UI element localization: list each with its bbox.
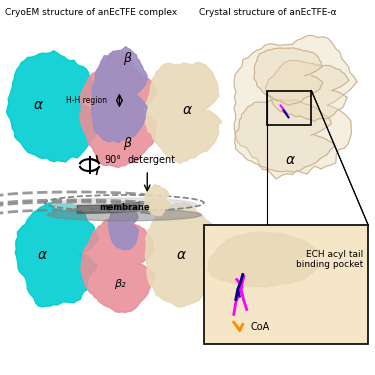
Polygon shape: [266, 60, 349, 121]
Text: H-H region: H-H region: [66, 96, 108, 105]
Text: CryoEM structure of anEcTFE complex: CryoEM structure of anEcTFE complex: [5, 8, 177, 17]
Polygon shape: [145, 202, 218, 307]
Text: α: α: [177, 248, 186, 262]
Ellipse shape: [52, 198, 196, 212]
Text: α: α: [183, 104, 192, 117]
Text: membrane: membrane: [99, 203, 150, 212]
Text: CoA: CoA: [251, 322, 270, 332]
Text: Crystal structure of anEcTFE-α: Crystal structure of anEcTFE-α: [199, 8, 337, 17]
Polygon shape: [145, 184, 170, 216]
Polygon shape: [92, 47, 147, 142]
Text: ECH acyl tail
binding pocket: ECH acyl tail binding pocket: [296, 250, 363, 269]
Text: β: β: [123, 52, 131, 65]
Polygon shape: [80, 51, 157, 167]
Polygon shape: [235, 99, 335, 172]
Polygon shape: [109, 200, 138, 250]
Polygon shape: [254, 48, 322, 105]
Text: β: β: [123, 137, 131, 150]
Polygon shape: [7, 51, 101, 162]
Text: β₂: β₂: [114, 279, 125, 290]
Polygon shape: [15, 203, 98, 307]
Ellipse shape: [47, 209, 201, 221]
Text: α: α: [33, 98, 42, 112]
Polygon shape: [145, 62, 222, 164]
Polygon shape: [234, 36, 357, 179]
Text: 90°: 90°: [105, 155, 122, 165]
Text: α: α: [37, 248, 46, 262]
Polygon shape: [207, 232, 318, 287]
Text: α: α: [286, 153, 295, 167]
Polygon shape: [81, 220, 155, 312]
FancyBboxPatch shape: [204, 225, 368, 344]
Text: detergent: detergent: [128, 155, 176, 165]
Bar: [267, 90, 311, 125]
